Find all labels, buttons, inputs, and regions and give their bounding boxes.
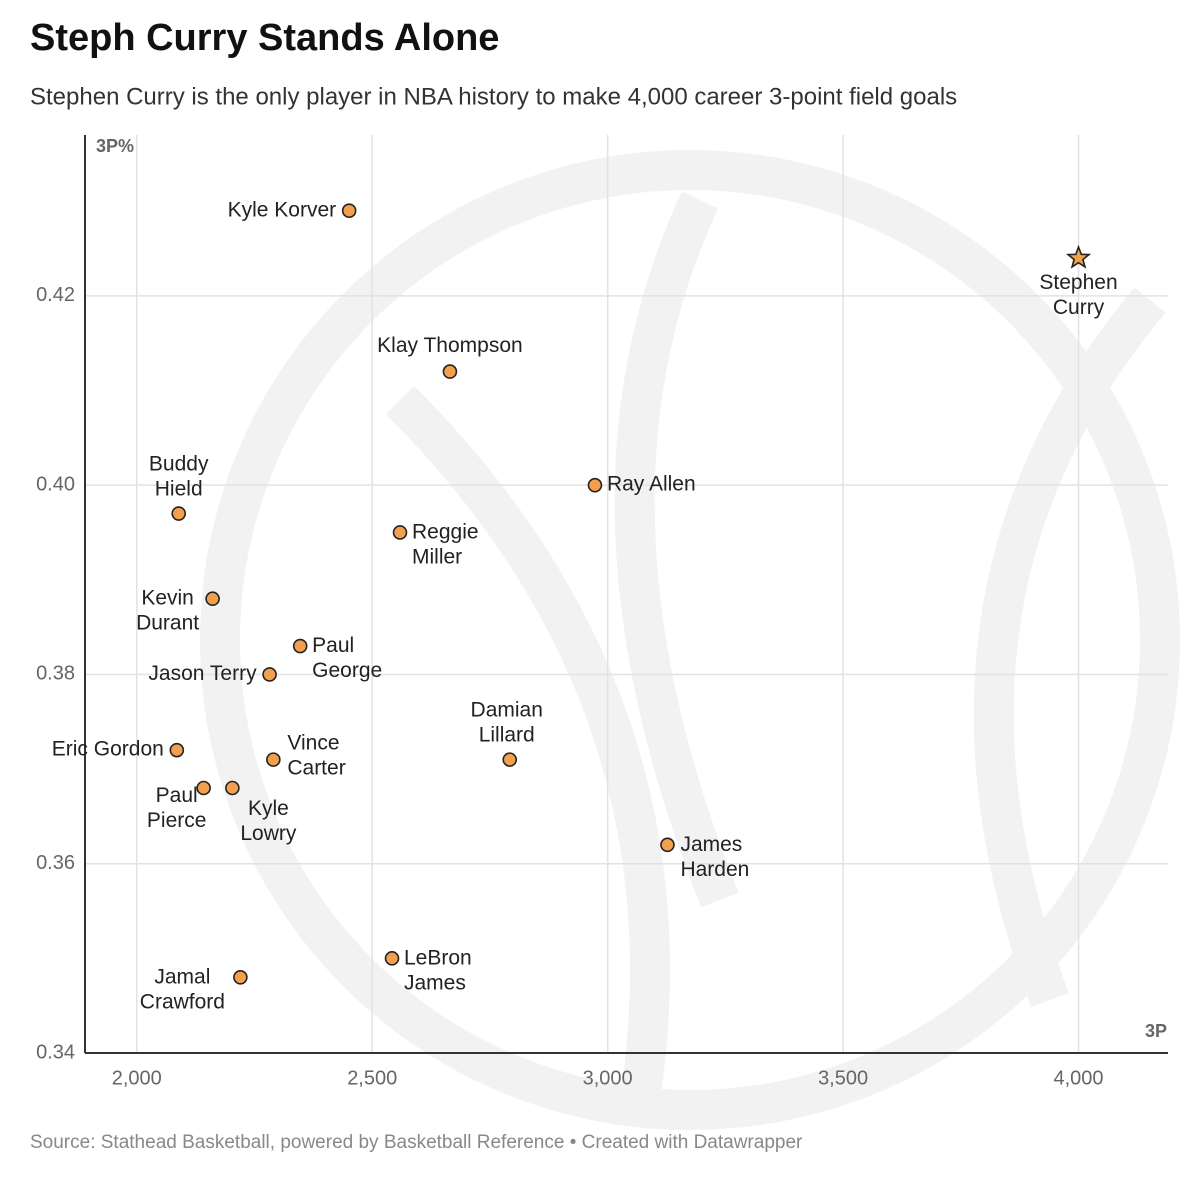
y-tick-label: 0.38 [36,663,75,685]
point-label: Klay Thompson [377,334,523,357]
point [292,638,308,654]
point-label: Jamal Crawford [140,965,225,1013]
point [587,477,603,493]
point-label: LeBron James [404,946,472,994]
source-note: Source: Stathead Basketball, powered by … [30,1132,803,1153]
point-label: Buddy Hield [149,452,209,500]
point [392,525,408,540]
point [502,752,518,767]
x-tick-label: 4,000 [1054,1067,1104,1089]
y-tick-label: 0.40 [36,473,75,495]
point [171,506,187,521]
point-label: James Harden [680,832,749,880]
point [266,752,281,767]
y-tick-label: 0.42 [36,284,75,306]
y-axis-label: 3P% [96,136,134,156]
y-tick-label: 0.34 [36,1041,75,1063]
point [233,969,248,985]
point [384,951,400,966]
point [442,364,458,379]
x-tick-label: 2,500 [347,1067,397,1089]
point-label: Kyle Lowry [240,797,297,845]
point [169,742,185,758]
point-label: Eric Gordon [52,738,164,761]
chart-title: Steph Curry Stands Alone [30,17,499,59]
point [196,780,211,796]
point-label: Damian Lillard [471,698,543,746]
point-label: Paul George [312,634,382,682]
x-tick-label: 3,000 [583,1067,633,1089]
point-label: Stephen Curry [1039,271,1117,319]
point-label: Kyle Korver [228,198,337,221]
point [262,667,277,682]
chart-subtitle: Stephen Curry is the only player in NBA … [30,83,957,110]
x-tick-label: 3,500 [818,1067,868,1089]
point-label: Jason Terry [148,662,257,685]
point-label: Vince Carter [287,731,345,779]
star-point [1065,244,1092,269]
point [225,780,240,796]
point [341,203,357,219]
x-tick-label: 2,000 [112,1067,162,1089]
watermark [200,150,1180,1130]
point [205,591,220,607]
point-label: Ray Allen [607,473,696,496]
point [660,837,675,853]
y-tick-label: 0.36 [36,852,75,874]
point-label: Paul Pierce [147,784,207,832]
point-label: Kevin Durant [136,586,199,634]
point-label: Reggie Miller [412,520,479,568]
x-axis-label: 3P [1145,1021,1167,1041]
